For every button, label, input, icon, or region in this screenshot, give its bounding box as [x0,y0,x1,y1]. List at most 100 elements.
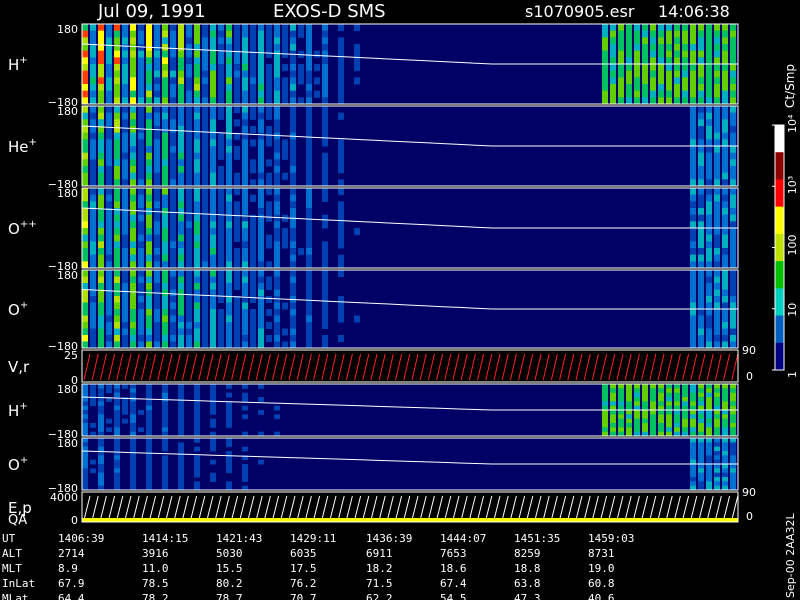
panel-frame [81,491,739,523]
table-cell: 78.7 [216,592,243,600]
colorbar-swatch [775,342,784,371]
panel-5 [81,383,739,437]
colorbar-tick-label: 10⁴ [786,114,799,133]
ytick-bottom: −180 [48,428,78,441]
panel-2 [81,187,739,269]
right-tick-bottom: 0 [746,510,753,523]
table-cell: 3916 [142,547,169,560]
table-cell: 60.8 [588,577,615,590]
qa-bar [82,518,738,522]
panel-0 [81,23,739,105]
colorbar-swatch [775,315,784,344]
instrument-title: EXOS-D SMS [273,1,386,22]
trace-line [81,207,738,229]
ytick-bottom: −180 [48,96,78,109]
colorbar-tick-label: 10³ [786,176,799,194]
table-cell: 11.0 [142,562,169,575]
colorbar-swatch [775,125,784,153]
colorbar: 10⁴ 10³ 100 10 1 [772,114,799,378]
table-cell: 70.7 [290,592,317,600]
table-cell: 18.8 [514,562,541,575]
spectrogram-panels [81,23,739,523]
table-cell: 7653 [440,547,467,560]
table-cell: 76.2 [290,577,317,590]
colorbar-swatch [775,261,784,289]
panel-7 [81,491,739,523]
table-cell: 64.4 [58,592,85,600]
panel-frame [81,23,739,105]
table-cell: 1451:35 [514,532,560,545]
colorbar-swatch [775,152,784,180]
ytick-top: 180 [57,23,78,36]
panel-4 [81,349,739,383]
table-cell: 63.8 [514,577,541,590]
table-row-label: InLat [2,577,35,590]
ytick-top: 25 [64,349,78,362]
panel-frame [81,349,739,383]
species-label: H+ [8,401,28,420]
ytick-top: 180 [57,105,78,118]
table-cell: 67.4 [440,577,467,590]
table-cell: 1421:43 [216,532,262,545]
table-row-label: MLT [2,562,22,575]
date-title: Jul 09, 1991 [97,1,206,22]
side-text: Sep-00 2AA32L [784,512,797,598]
trace-line [81,450,738,465]
trace-line [81,289,738,310]
panel-6 [81,437,739,491]
table-cell: 8.9 [58,562,78,575]
table-cell: 17.5 [290,562,317,575]
table-cell: 8731 [588,547,615,560]
colorbar-swatch [775,206,784,235]
table-cell: 1459:03 [588,532,634,545]
table-cell: 6911 [366,547,393,560]
right-tick-top: 90 [742,344,756,357]
trace-line [81,125,738,147]
ytick-bottom: −180 [48,482,78,495]
trace-line [81,43,738,65]
table-cell: 1406:39 [58,532,104,545]
table-row-label: ALT [2,547,22,560]
species-label: O+ [8,300,28,319]
table-cell: 5030 [216,547,243,560]
ytick-bottom: −180 [48,340,78,353]
trace-line [81,396,738,411]
panel-frame [81,187,739,269]
right-tick-bottom: 0 [746,370,753,383]
colorbar-swatch [775,288,784,317]
table-row-label: UT [2,532,16,545]
panel-labels: H+180−180He+180−180O++180−180O+180−180V,… [8,23,756,528]
panel-3 [81,269,739,349]
table-cell: 18.2 [366,562,393,575]
table-cell: 47.3 [514,592,541,600]
species-label: V,r [8,358,30,376]
ytick-top: 180 [57,437,78,450]
ytick-top: 4000 [50,491,78,504]
table-cell: 40.6 [588,592,615,600]
table-cell: 62.2 [366,592,393,600]
table-cell: 54.5 [440,592,467,600]
ytick-bottom: −180 [48,260,78,273]
table-cell: 15.5 [216,562,243,575]
table-row-label: MLat [2,592,29,600]
right-tick-top: 90 [742,486,756,499]
species-label: O+ [8,455,28,474]
table-cell: 18.6 [440,562,467,575]
table-cell: 67.9 [58,577,85,590]
file-name: s1070905.esr [525,2,635,21]
time-table: UT 1406:39 1414:15 1421:43 1429:11 1436:39 144… [2,532,634,600]
table-cell: 80.2 [216,577,243,590]
colorbar-swatch [775,233,784,262]
panel-frame [81,383,739,437]
table-cell: 1436:39 [366,532,412,545]
species-label: H+ [8,55,28,74]
ytick-bottom: 0 [71,514,78,527]
table-cell: 78.5 [142,577,169,590]
colorbar-tick-label: 1 [786,371,799,378]
colorbar-swatch [775,179,784,208]
table-cell: 1429:11 [290,532,336,545]
panel-frame [81,105,739,187]
panel-frame [81,437,739,491]
species-label: He+ [8,137,37,156]
table-cell: 78.2 [142,592,169,600]
